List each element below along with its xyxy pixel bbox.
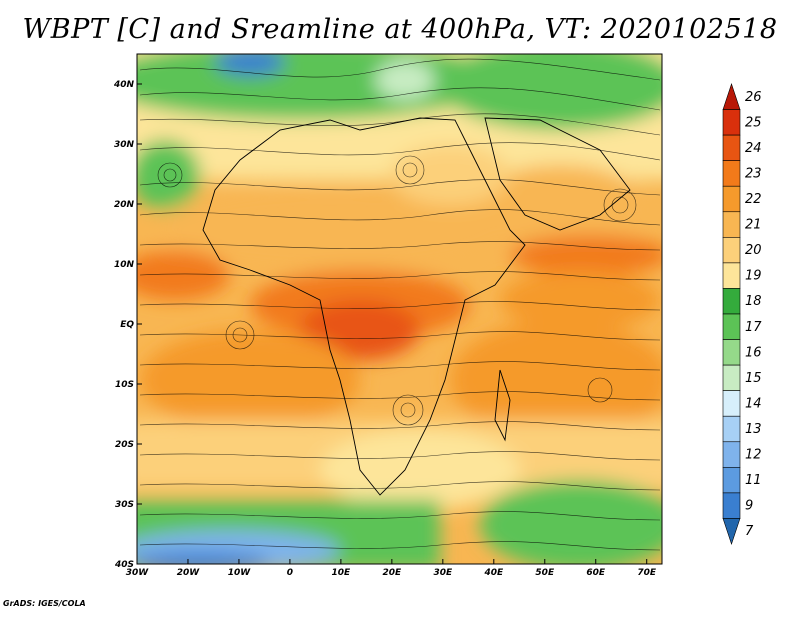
credit-label: GrADS: IGES/COLA [3,599,86,608]
lat-tick-label: 20S [115,440,134,450]
colorbar-swatch [722,185,741,213]
map-title: WBPT [C] and Sreamline at 400hPa, VT: 20… [22,14,778,45]
colorbar-swatch [722,134,741,161]
coastlines [202,117,631,496]
lat-tick-label: 10N [114,260,135,270]
lat-tick-label: 40N [113,80,135,90]
lon-tick-label: 60E [586,568,606,578]
colorbar-label: 12 [745,448,762,463]
colorbar-swatch [722,83,741,110]
colorbar-label: 15 [745,371,762,386]
lon-tick-label: 70E [637,568,657,578]
lon-tick-label: 0 [287,568,293,578]
streamlines [139,58,661,551]
colorbar-label: 20 [745,243,762,258]
colorbar-label: 24 [745,141,762,156]
colorbar-label: 16 [745,345,762,360]
colorbar-swatch [722,339,741,366]
colorbar-label: 9 [745,499,753,514]
lat-tick-label: EQ [120,320,134,330]
colorbar-swatch [722,160,741,187]
colorbar-label: 22 [745,192,762,207]
colorbar-swatch [722,467,741,494]
colorbar-label: 17 [745,320,762,335]
colorbar-swatch [722,109,741,136]
lat-tick-label: 20N [114,200,135,210]
colorbar-swatch [722,211,741,238]
colorbar-swatch [722,415,741,443]
lon-tick-label: 50E [535,568,555,578]
colorbar-swatch [722,262,741,289]
colorbar-label: 13 [745,422,762,437]
lon-tick-label: 40E [483,568,504,578]
colorbar-label: 7 [745,524,754,539]
lon-tick-label: 10E [332,568,352,578]
lon-tick-label: 20W [177,568,201,578]
colorbar-swatch [722,441,741,468]
wbpt-field [137,54,662,564]
lat-tick-label: 30S [115,500,134,510]
colorbar-swatch [722,364,741,391]
colorbar-swatch [722,288,741,315]
colorbar-label: 18 [745,294,762,309]
lat-tick-label: 30N [114,140,135,150]
lon-tick-label: 20E [383,568,403,578]
lat-tick-label: 10S [115,380,134,390]
colorbar-swatch [722,390,741,417]
colorbar-label: 25 [745,115,762,130]
lon-tick-label: 30E [433,568,453,578]
colorbar-swatch [722,237,741,264]
colorbar-swatch [722,518,741,545]
lon-tick-label: 10W [228,568,252,578]
colorbar-label: 23 [745,166,762,181]
lat-tick-label: 40S [114,560,134,570]
colorbar: 26 25 24 23 22 21 20 19 18 17 16 15 14 13 12 11 9 7 [722,83,762,545]
colorbar-label: 11 [745,473,762,488]
axis-ticks: 30W 20W 10W 0 10E 20E 30E 40E 50E 60E 70E 40N 30N 20N… [113,80,657,578]
colorbar-label: 14 [745,396,762,411]
colorbar-label: 21 [745,218,762,233]
colorbar-label: 19 [745,269,762,284]
plot-frame [136,53,663,565]
colorbar-swatch [722,313,741,340]
lon-tick-label: 30W [126,568,150,578]
colorbar-label: 26 [745,90,762,105]
colorbar-swatch [722,492,741,519]
